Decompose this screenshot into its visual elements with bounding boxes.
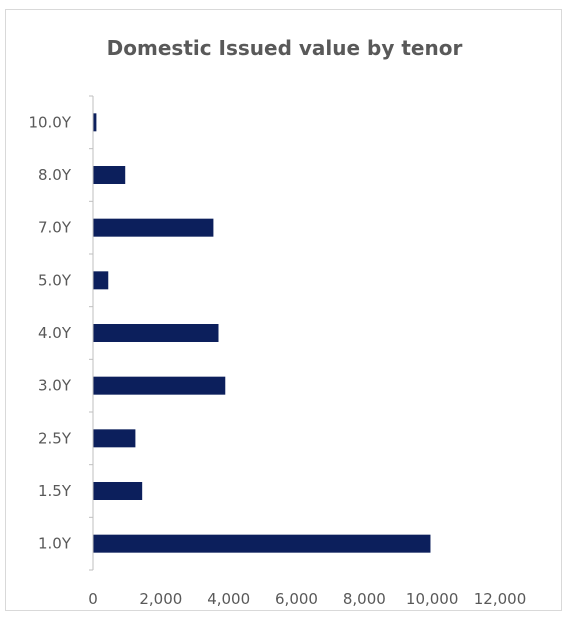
x-tick-label: 4,000 — [207, 590, 250, 608]
bar-1.0Y — [93, 534, 431, 553]
bar-7.0Y — [93, 218, 214, 237]
x-tick-label: 2,000 — [139, 590, 182, 608]
y-tick-label: 8.0Y — [38, 166, 72, 184]
bar-2.5Y — [93, 429, 136, 448]
x-tick-label: 10,000 — [406, 590, 459, 608]
bars-group — [93, 113, 431, 553]
x-axis-ticks: 0 2,000 4,000 6,000 8,000 10,000 12,000 — [88, 590, 526, 608]
y-tick-label: 3.0Y — [38, 377, 72, 395]
bar-3.0Y — [93, 376, 226, 395]
x-tick-label: 8,000 — [343, 590, 386, 608]
bar-4.0Y — [93, 324, 219, 342]
y-tick-label: 7.0Y — [38, 219, 72, 237]
x-tick-label: 6,000 — [275, 590, 318, 608]
y-tick-label: 1.5Y — [38, 482, 72, 500]
chart-frame — [5, 9, 562, 611]
bar-5.0Y — [93, 271, 109, 290]
y-axis-ticks: 1.0Y 1.5Y 2.5Y 3.0Y 4.0Y 5.0Y 7.0Y 8.0Y 10.0Y — [28, 95, 93, 571]
y-tick-label: 5.0Y — [38, 271, 72, 289]
x-tick-label: 12,000 — [474, 590, 527, 608]
bar-1.5Y — [93, 482, 143, 500]
y-tick-label: 10.0Y — [28, 113, 71, 131]
x-tick-label: 0 — [88, 590, 98, 608]
y-tick-label: 4.0Y — [38, 324, 72, 342]
chart-title: Domestic Issued value by tenor — [106, 36, 463, 60]
bar-8.0Y — [93, 166, 126, 184]
y-tick-label: 1.0Y — [38, 535, 72, 553]
y-tick-label: 2.5Y — [38, 429, 72, 447]
bar-10.0Y — [93, 113, 97, 132]
